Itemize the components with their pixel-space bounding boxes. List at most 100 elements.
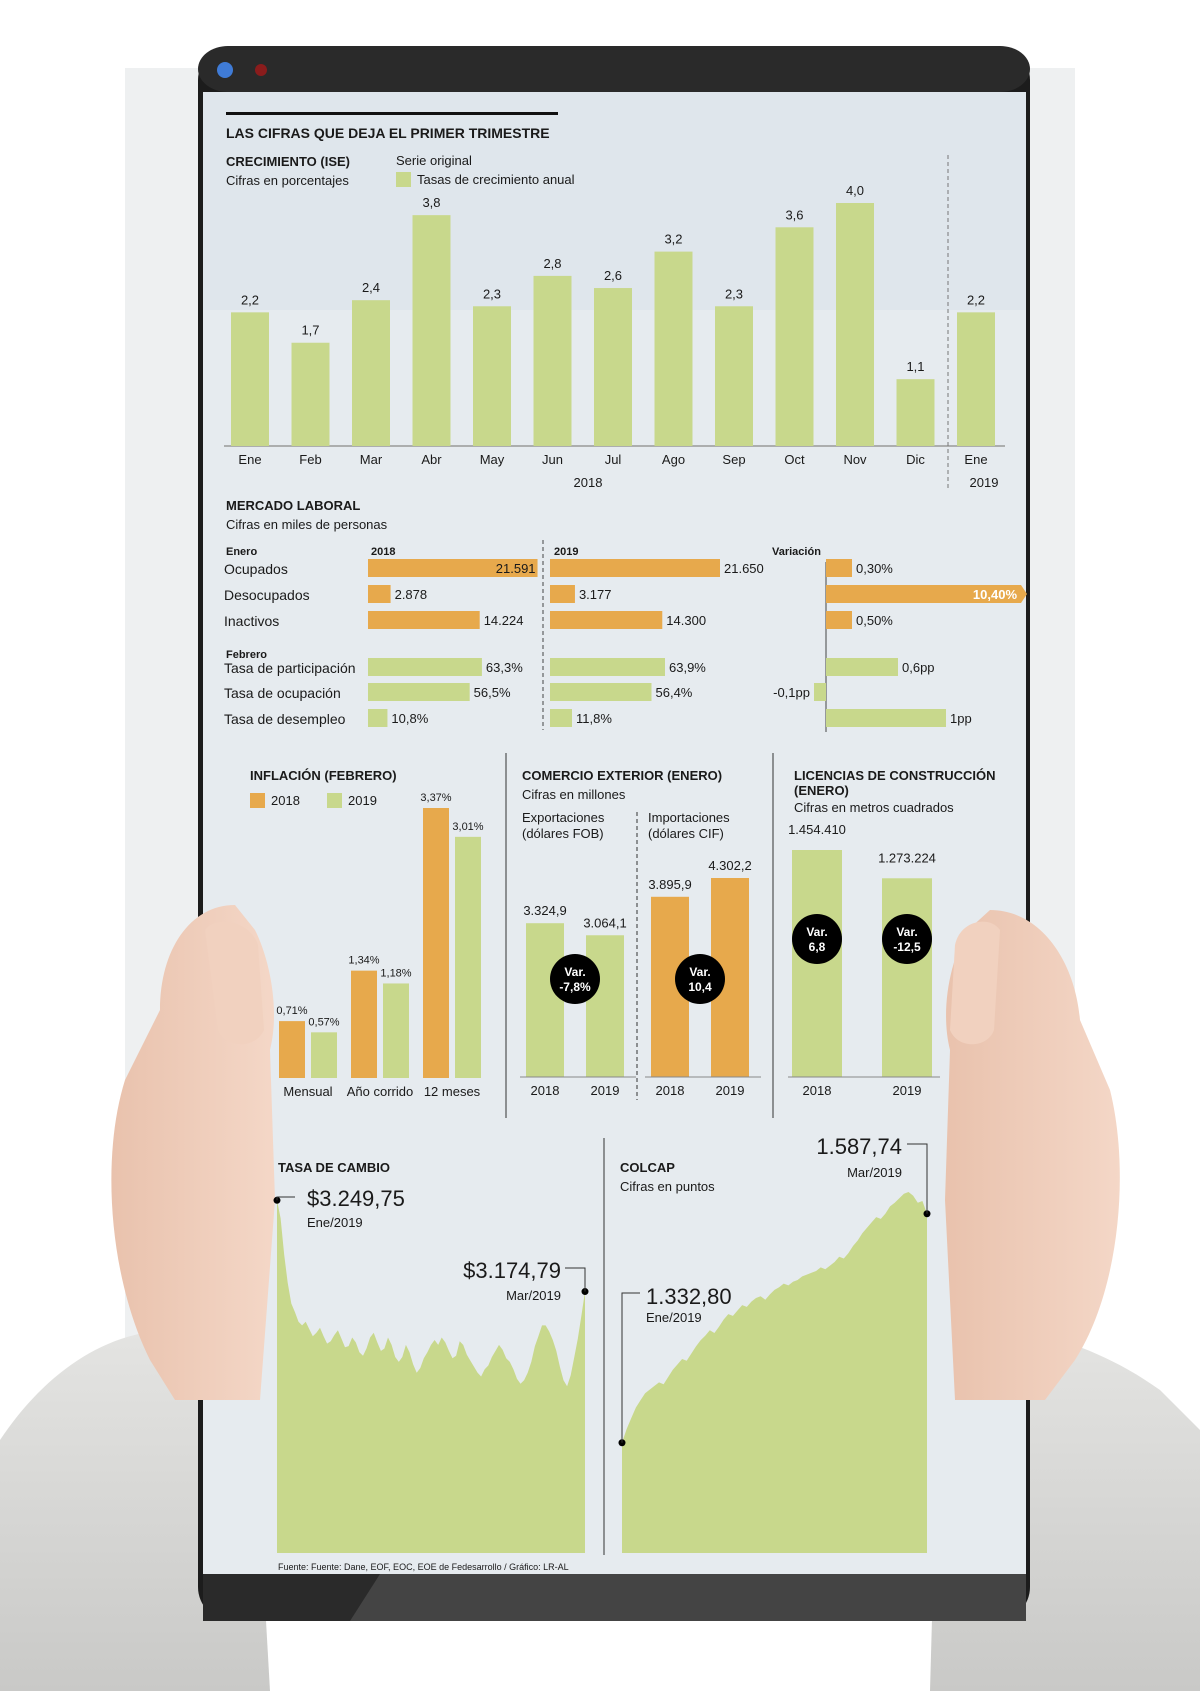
- licencias-bar: [882, 878, 932, 1077]
- laboral-value-variation: 10,40%: [973, 587, 1018, 602]
- ise-category-label: Ene: [238, 452, 261, 467]
- ise-bar: [473, 306, 511, 446]
- colcap-chart: [618, 1143, 931, 1553]
- laboral-bar-2018: [368, 611, 480, 629]
- comercio-chart: 3.324,920183.064,12019Var.-7,8%3.895,920…: [520, 858, 761, 1098]
- ise-value-label: 2,8: [543, 256, 561, 271]
- inflacion-bar: [311, 1032, 337, 1078]
- ise-category-label: Oct: [784, 452, 805, 467]
- ise-bar: [775, 227, 814, 446]
- laboral-bar-2019: [550, 709, 572, 727]
- tasa-end-leader: [565, 1267, 586, 1292]
- colcap-end-date: Mar/2019: [847, 1165, 902, 1180]
- inflacion-bar: [383, 983, 409, 1078]
- laboral-value-2018: 56,5%: [474, 685, 511, 700]
- inflacion-value-label: 1,34%: [348, 955, 379, 967]
- export-label-1: Exportaciones: [522, 810, 605, 825]
- ise-category-label: Dic: [906, 452, 925, 467]
- inflacion-legend-swatch-2019: [327, 793, 342, 808]
- inflacion-bar: [279, 1021, 305, 1078]
- comercio-bar: [586, 935, 624, 1077]
- laboral-subtitle: Cifras en miles de personas: [226, 517, 388, 532]
- laboral-value-2018: 14.224: [484, 613, 524, 628]
- laboral-value-variation: 0,50%: [856, 613, 893, 628]
- licencias-variation-badge: [792, 914, 842, 964]
- ise-value-label: 2,3: [483, 286, 501, 301]
- inflacion-category-label: 12 meses: [424, 1084, 481, 1099]
- ise-value-label: 2,4: [362, 280, 380, 295]
- inflacion-chart: 0,71%0,57% Mensual 1,34%1,18% Año corrido 3,…: [276, 792, 483, 1099]
- licencias-value-label: 1.454.410: [788, 822, 846, 837]
- colcap-start-date: Ene/2019: [646, 1310, 702, 1325]
- tasa-start-value: $3.249,75: [307, 1186, 405, 1211]
- ise-category-label: Mar: [360, 452, 383, 467]
- inflacion-bar: [351, 970, 377, 1078]
- ise-value-label: 4,0: [846, 183, 864, 198]
- licencias-chart: 1.454.4102018Var.6,81.273.2242019Var.-12…: [788, 822, 940, 1098]
- ise-category-label: Nov: [843, 452, 867, 467]
- laboral-value-2018: 21.591: [496, 561, 536, 576]
- laboral-bar-variation: [826, 559, 852, 577]
- inflacion-title: INFLACIÓN (FEBRERO): [250, 768, 397, 783]
- licencias-year-label: 2018: [803, 1083, 832, 1098]
- laboral-header-2018: 2018: [371, 546, 395, 558]
- ise-value-label: 3,8: [422, 195, 440, 210]
- laboral-bar-2018: [368, 559, 538, 577]
- title-rule: [226, 112, 558, 115]
- laboral-value-2019: 3.177: [579, 587, 612, 602]
- laboral-title: MERCADO LABORAL: [226, 498, 360, 513]
- comercio-badge-label: Var.: [564, 965, 585, 979]
- laboral-value-variation: 0,6pp: [902, 660, 935, 675]
- ise-legend-swatch: [396, 172, 411, 187]
- laboral-row-label: Tasa de desempleo: [224, 711, 346, 727]
- ise-legend-title: Serie original: [396, 153, 472, 168]
- licencias-variation-badge: [882, 914, 932, 964]
- inflacion-legend-2018: 2018: [271, 793, 300, 808]
- ise-category-label: Sep: [722, 452, 745, 467]
- import-label-2: (dólares CIF): [648, 826, 724, 841]
- laboral-row-label: Tasa de ocupación: [224, 685, 341, 701]
- laboral-value-variation: -0,1pp: [773, 685, 810, 700]
- ise-year-label: 2019: [970, 475, 999, 490]
- laboral-value-variation: 0,30%: [856, 561, 893, 576]
- comercio-year-label: 2018: [531, 1083, 560, 1098]
- laboral-value-2018: 2.878: [395, 587, 428, 602]
- comercio-subtitle: Cifras en millones: [522, 787, 626, 802]
- laboral-chart: Ocupados 21.591 21.650 0,30% Desocupados 2.87…: [224, 540, 1027, 732]
- laboral-value-2019: 11,8%: [576, 711, 612, 726]
- inflacion-value-label: 0,71%: [276, 1005, 307, 1017]
- ise-value-label: 2,2: [967, 292, 985, 307]
- laboral-bar-2018: [368, 683, 470, 701]
- sensor-icon: [255, 64, 267, 76]
- laboral-bar-2019: [550, 585, 575, 603]
- colcap-start-value: 1.332,80: [646, 1284, 732, 1309]
- inflacion-legend-2019: 2019: [348, 793, 377, 808]
- laboral-value-2019: 56,4%: [656, 685, 693, 700]
- laboral-value-2018: 63,3%: [486, 660, 523, 675]
- licencias-year-label: 2019: [893, 1083, 922, 1098]
- licencias-badge-value: 6,8: [809, 940, 826, 954]
- laboral-bar-2018: [368, 585, 391, 603]
- laboral-header-enero: Enero: [226, 546, 257, 558]
- comercio-year-label: 2019: [716, 1083, 745, 1098]
- ise-bar: [715, 306, 753, 446]
- laboral-value-2018: 10,8%: [391, 711, 428, 726]
- export-label-2: (dólares FOB): [522, 826, 604, 841]
- comercio-bar: [526, 923, 564, 1077]
- ise-bar: [533, 275, 572, 446]
- laboral-bar-2018: [368, 658, 482, 676]
- laboral-bar-variation: [826, 709, 946, 727]
- ise-bar: [291, 342, 330, 446]
- ise-category-label: May: [480, 452, 505, 467]
- licencias-title: LICENCIAS DE CONSTRUCCIÓN: [794, 768, 996, 783]
- right-thumb: [950, 921, 1000, 1045]
- source-note: Fuente: Fuente: Dane, EOF, EOC, EOE de F…: [278, 1562, 569, 1572]
- inflacion-legend-swatch-2018: [250, 793, 265, 808]
- comercio-year-label: 2019: [591, 1083, 620, 1098]
- licencias-badge-label: Var.: [806, 925, 827, 939]
- ise-category-label: Feb: [299, 452, 321, 467]
- laboral-bar-2019: [550, 683, 652, 701]
- import-label-1: Importaciones: [648, 810, 730, 825]
- ise-subtitle: Cifras en porcentajes: [226, 173, 349, 188]
